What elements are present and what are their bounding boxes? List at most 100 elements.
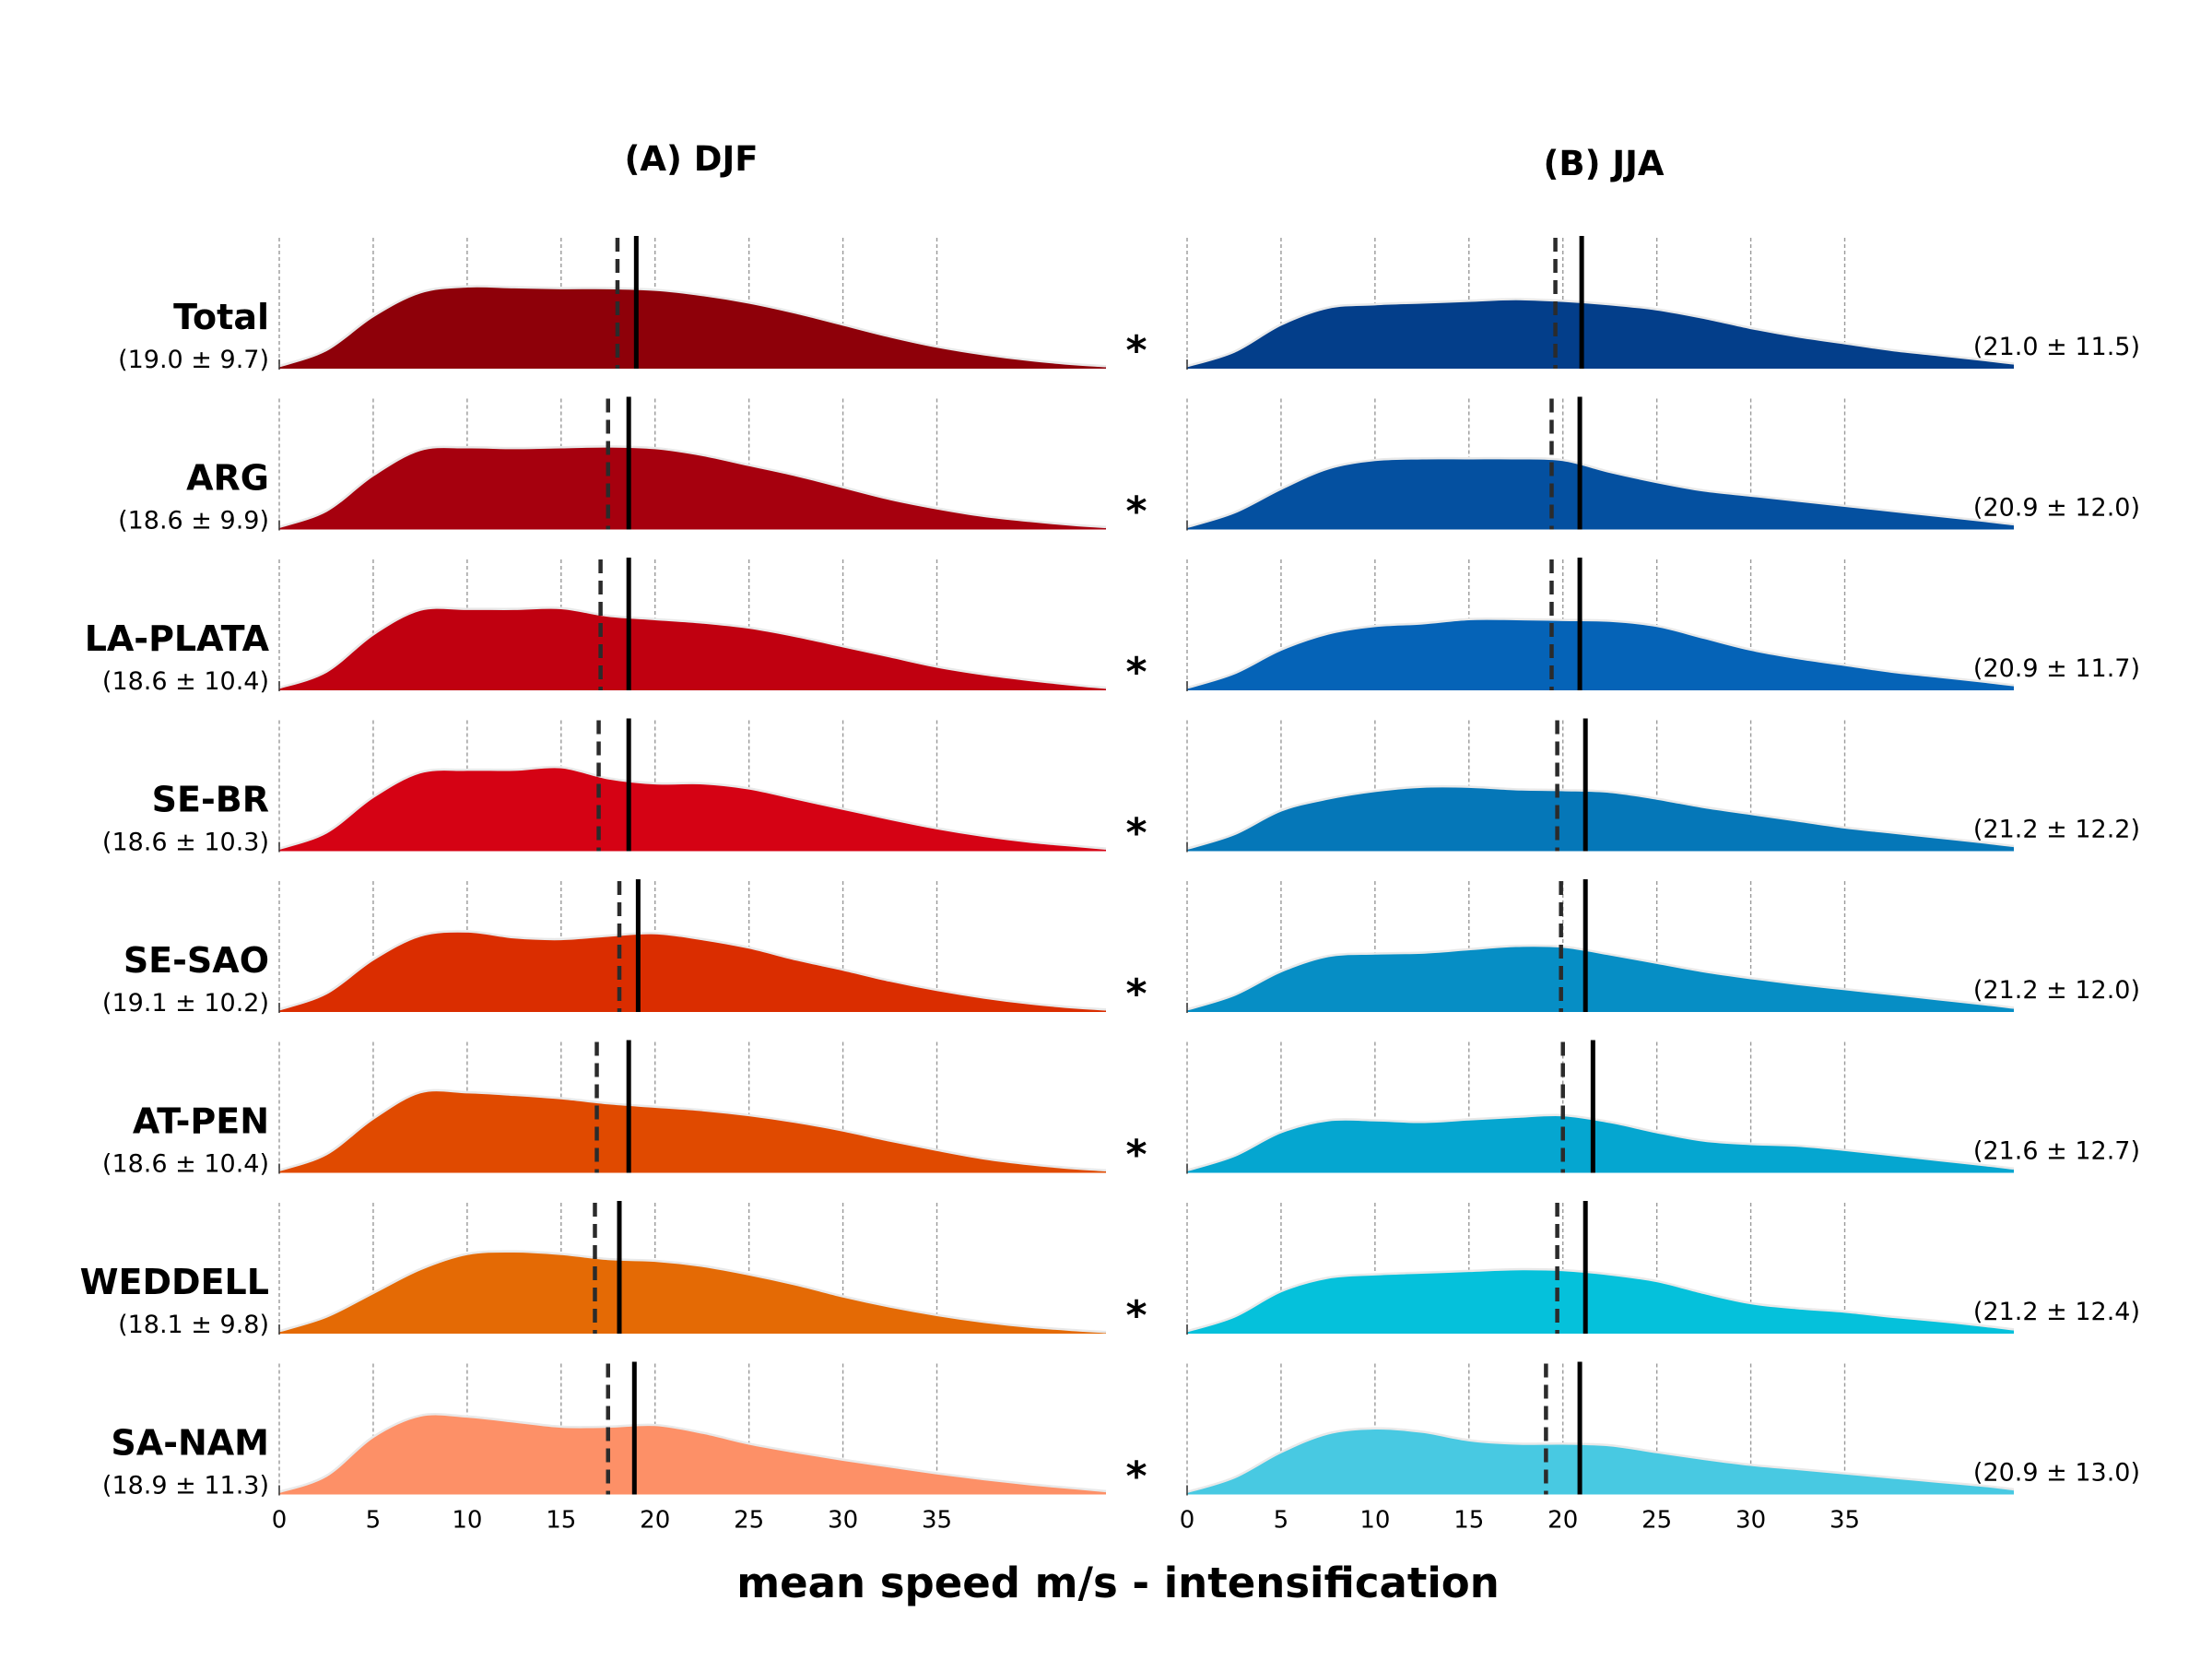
density-area	[279, 286, 1106, 369]
density-outline	[278, 1088, 1107, 1171]
x-tick-label: 10	[1359, 1507, 1390, 1535]
row-label: SA-NAM	[111, 1423, 269, 1464]
significance-marker: *	[1125, 488, 1147, 535]
row-stats: (21.2 ± 12.4)	[1973, 1298, 2140, 1326]
density-area	[1187, 1428, 2014, 1495]
density-area	[1187, 786, 2014, 852]
x-tick-label: 15	[546, 1507, 576, 1535]
row-stats: (18.6 ± 9.9)	[118, 507, 269, 535]
x-tick-label: 20	[1547, 1507, 1578, 1535]
row-stats: (21.0 ± 11.5)	[1973, 333, 2140, 361]
x-tick-label: 30	[1735, 1507, 1766, 1535]
ridge-row-sa-nam: (20.9 ± 13.0)	[1186, 1361, 2140, 1496]
density-area	[279, 607, 1106, 690]
row-label: ARG	[186, 458, 269, 499]
row-stats: (18.1 ± 9.8)	[118, 1311, 269, 1339]
x-tick-label: 5	[1274, 1507, 1289, 1535]
x-tick-label: 0	[1180, 1507, 1195, 1535]
density-area	[1187, 618, 2014, 690]
panel-title-djf: (A) DJF	[624, 139, 758, 179]
ridge-row-total: Total (19.0 ± 9.7) *	[118, 236, 1147, 374]
ridge-row-sa-nam: SA-NAM (18.9 ± 11.3) *	[102, 1361, 1147, 1500]
row-stats: (21.6 ± 12.7)	[1973, 1137, 2140, 1166]
density-area	[1187, 458, 2014, 530]
density-area	[1187, 945, 2014, 1012]
x-tick-label: 35	[922, 1507, 952, 1535]
row-stats: (20.9 ± 11.7)	[1973, 654, 2140, 683]
density-area	[1187, 299, 2014, 369]
row-label: AT-PEN	[133, 1101, 269, 1142]
row-stats: (19.0 ± 9.7)	[118, 346, 269, 374]
row-stats: (20.9 ± 13.0)	[1973, 1459, 2140, 1488]
row-label: SE-SAO	[124, 940, 269, 981]
density-area	[1187, 1269, 2014, 1334]
density-outline	[1186, 1113, 2015, 1171]
panel-title-jja: (B) JJA	[1543, 144, 1664, 183]
significance-marker: *	[1125, 649, 1147, 696]
density-outline	[278, 445, 1107, 528]
row-label: LA-PLATA	[85, 618, 270, 659]
density-outline	[1186, 618, 2015, 689]
density-outline	[1186, 1427, 2015, 1493]
density-area	[279, 1089, 1106, 1173]
density-outline	[1186, 944, 2015, 1011]
density-area	[279, 446, 1106, 530]
x-tick-label: 25	[1641, 1507, 1672, 1535]
density-outline	[1186, 456, 2015, 528]
density-area	[279, 1414, 1106, 1495]
ridge-row-weddell: (21.2 ± 12.4)	[1186, 1201, 2140, 1335]
density-outline	[1186, 784, 2015, 850]
panel-djf: Total(19.0 ± 9.7) *ARG(18.6 ± 9.9) *LA-PLA…	[80, 236, 1147, 1535]
ridge-row-weddell: WEDDELL (18.1 ± 9.8) *	[80, 1201, 1147, 1339]
x-tick-label: 15	[1453, 1507, 1484, 1535]
row-stats: (21.2 ± 12.2)	[1973, 816, 2140, 844]
ridge-row-se-sao: (21.2 ± 12.0)	[1186, 879, 2140, 1013]
ridge-row-la-plata: (20.9 ± 11.7)	[1186, 558, 2140, 691]
row-stats: (19.1 ± 10.2)	[102, 989, 269, 1018]
ridge-row-arg: (20.9 ± 12.0)	[1186, 396, 2140, 531]
significance-marker: *	[1125, 327, 1147, 374]
density-outline	[278, 285, 1107, 368]
density-outline	[1186, 298, 2015, 368]
x-tick-label: 5	[366, 1507, 382, 1535]
density-area	[1187, 1114, 2014, 1173]
density-outline	[278, 1413, 1107, 1493]
row-stats: (20.9 ± 12.0)	[1973, 494, 2140, 523]
x-tick-label: 0	[272, 1507, 288, 1535]
ridge-row-arg: ARG (18.6 ± 9.9) *	[118, 396, 1147, 535]
row-stats: (18.9 ± 11.3)	[102, 1472, 269, 1500]
row-stats: (18.6 ± 10.4)	[102, 1150, 269, 1179]
density-outline	[278, 606, 1107, 689]
row-stats: (18.6 ± 10.4)	[102, 667, 269, 696]
ridge-row-se-br: SE-BR (18.6 ± 10.3) *	[102, 718, 1147, 857]
density-outline	[278, 1250, 1107, 1334]
x-tick-label: 10	[452, 1507, 482, 1535]
row-label: SE-BR	[152, 780, 269, 820]
ridge-row-se-sao: SE-SAO (19.1 ± 10.2) *	[102, 879, 1147, 1018]
row-label: WEDDELL	[80, 1262, 269, 1302]
ridge-row-at-pen: (21.6 ± 12.7)	[1186, 1040, 2140, 1174]
density-outline	[278, 765, 1107, 850]
density-area	[279, 767, 1106, 852]
density-area	[279, 931, 1106, 1012]
significance-marker: *	[1125, 1292, 1147, 1339]
row-label: Total	[173, 297, 269, 337]
significance-marker: *	[1125, 1453, 1147, 1500]
density-area	[279, 1251, 1106, 1334]
x-axis-label: mean speed m/s - intensification	[736, 1559, 1500, 1607]
significance-marker: *	[1125, 1132, 1147, 1179]
panel-jja: (21.0 ± 11.5) (20.9 ± 12.0) (20.9 ± 11.7) (…	[1180, 236, 2140, 1535]
row-stats: (21.2 ± 12.0)	[1973, 976, 2140, 1005]
ridge-row-at-pen: AT-PEN (18.6 ± 10.4) *	[102, 1040, 1147, 1179]
ridge-row-la-plata: LA-PLATA (18.6 ± 10.4) *	[85, 558, 1147, 696]
row-stats: (18.6 ± 10.3)	[102, 829, 269, 857]
significance-marker: *	[1125, 810, 1147, 857]
density-outline	[1186, 1267, 2015, 1333]
x-tick-label: 25	[734, 1507, 764, 1535]
x-tick-label: 35	[1830, 1507, 1860, 1535]
ridge-row-total: (21.0 ± 11.5)	[1186, 236, 2140, 370]
ridge-row-se-br: (21.2 ± 12.2)	[1186, 718, 2140, 853]
x-tick-label: 30	[828, 1507, 858, 1535]
density-outline	[278, 930, 1107, 1011]
